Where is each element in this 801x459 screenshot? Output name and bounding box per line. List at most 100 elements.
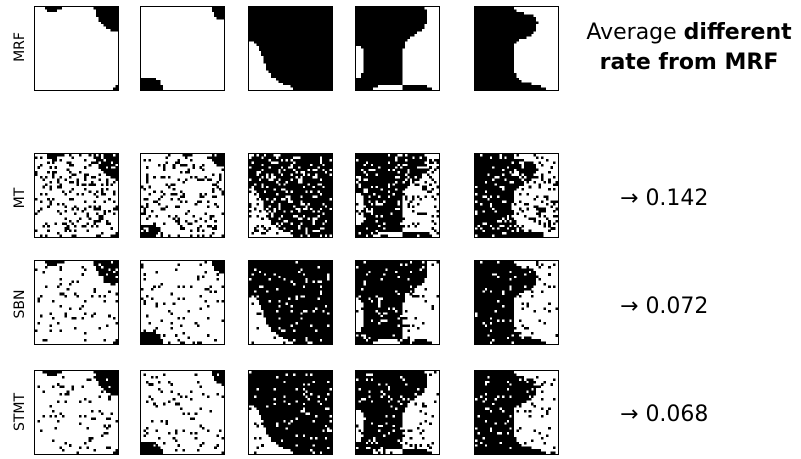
texture-pixel <box>496 173 500 177</box>
sample-tile <box>248 153 333 238</box>
texture-pixel <box>509 193 512 196</box>
texture-pixel <box>292 224 296 228</box>
texture-pixel <box>275 202 279 206</box>
texture-pixel <box>385 185 388 189</box>
texture-pixel <box>261 16 264 20</box>
texture-pixel <box>511 175 515 179</box>
texture-pixel <box>322 195 325 199</box>
texture-pixel <box>511 31 515 34</box>
texture-pixel <box>373 202 376 206</box>
texture-pixel <box>506 185 510 189</box>
texture-pixel <box>373 21 376 25</box>
texture-pixel <box>105 180 109 184</box>
texture-pixel <box>278 58 281 61</box>
texture-pixel <box>419 7 423 10</box>
texture-pixel <box>382 175 386 179</box>
texture-pixel <box>477 41 481 44</box>
texture-pixel <box>390 7 393 10</box>
texture-pixel <box>484 16 488 20</box>
texture-pixel <box>105 19 109 22</box>
texture-pixel <box>307 227 311 230</box>
texture-pixel <box>475 70 478 74</box>
texture-pixel <box>329 70 332 74</box>
texture-pixel <box>66 224 70 228</box>
texture-pixel <box>506 175 510 179</box>
texture-pixel <box>509 156 512 160</box>
texture-pixel <box>268 38 272 42</box>
texture-pixel <box>310 11 313 15</box>
texture-pixel <box>494 154 498 157</box>
texture-pixel <box>397 36 401 39</box>
texture-pixel <box>514 166 517 169</box>
texture-pixel <box>292 190 296 194</box>
texture-pixel <box>506 46 510 49</box>
texture-pixel <box>395 9 398 13</box>
texture-pixel <box>39 200 43 203</box>
texture-pixel <box>363 219 366 223</box>
texture-pixel <box>278 72 281 76</box>
texture-pixel <box>324 31 328 34</box>
texture-pixel <box>302 183 306 186</box>
texture-pixel <box>477 178 481 181</box>
texture-pixel <box>258 31 262 34</box>
texture-pixel <box>421 163 425 167</box>
texture-pixel <box>516 24 520 27</box>
texture-pixel <box>158 202 161 206</box>
texture-pixel <box>288 193 291 196</box>
texture-pixel <box>496 70 500 74</box>
texture-pixel <box>499 9 502 13</box>
texture-pixel <box>155 229 159 233</box>
texture-pixel <box>317 41 320 44</box>
texture-pixel <box>177 219 181 223</box>
texture-pixel <box>297 175 301 179</box>
texture-pixel <box>484 58 488 61</box>
texture-pixel <box>399 178 403 181</box>
texture-pixel <box>314 222 318 225</box>
texture-pixel <box>273 70 276 74</box>
texture-pixel <box>162 168 166 172</box>
texture-pixel <box>253 14 257 17</box>
texture-pixel <box>273 28 276 32</box>
texture-pixel <box>484 50 488 54</box>
texture-pixel <box>482 180 485 184</box>
texture-pixel <box>327 234 330 237</box>
texture-pixel <box>484 166 488 169</box>
texture-pixel <box>312 85 316 88</box>
texture-pixel <box>494 7 498 10</box>
texture-pixel <box>499 63 502 66</box>
texture-pixel <box>518 85 522 88</box>
texture-pixel <box>377 227 381 230</box>
texture-pixel <box>115 158 118 162</box>
texture-pixel <box>375 224 379 228</box>
texture-pixel <box>113 168 116 172</box>
texture-pixel <box>88 205 92 208</box>
texture-pixel <box>253 7 257 10</box>
texture-pixel <box>390 171 393 174</box>
texture-pixel <box>273 180 276 184</box>
texture-pixel <box>288 65 291 69</box>
texture-pixel <box>317 175 320 179</box>
texture-pixel <box>370 85 374 88</box>
texture-pixel <box>414 28 418 32</box>
texture-pixel <box>275 14 279 17</box>
texture-pixel <box>275 166 279 169</box>
texture-pixel <box>363 7 366 10</box>
texture-pixel <box>494 193 498 196</box>
texture-pixel <box>358 212 362 216</box>
texture-pixel <box>258 16 262 20</box>
texture-pixel <box>189 154 193 157</box>
texture-pixel <box>424 171 427 174</box>
texture-pixel <box>64 205 67 208</box>
texture-pixel <box>300 58 303 61</box>
texture-pixel <box>305 82 308 86</box>
texture-pixel <box>270 28 274 32</box>
texture-pixel <box>501 11 505 15</box>
texture-pixel <box>268 190 272 194</box>
texture-pixel <box>496 82 500 86</box>
texture-pixel <box>409 21 413 25</box>
texture-pixel <box>266 50 269 54</box>
texture-pixel <box>327 222 330 225</box>
texture-pixel <box>434 197 437 201</box>
texture-pixel <box>492 185 495 189</box>
texture-pixel <box>327 72 330 76</box>
